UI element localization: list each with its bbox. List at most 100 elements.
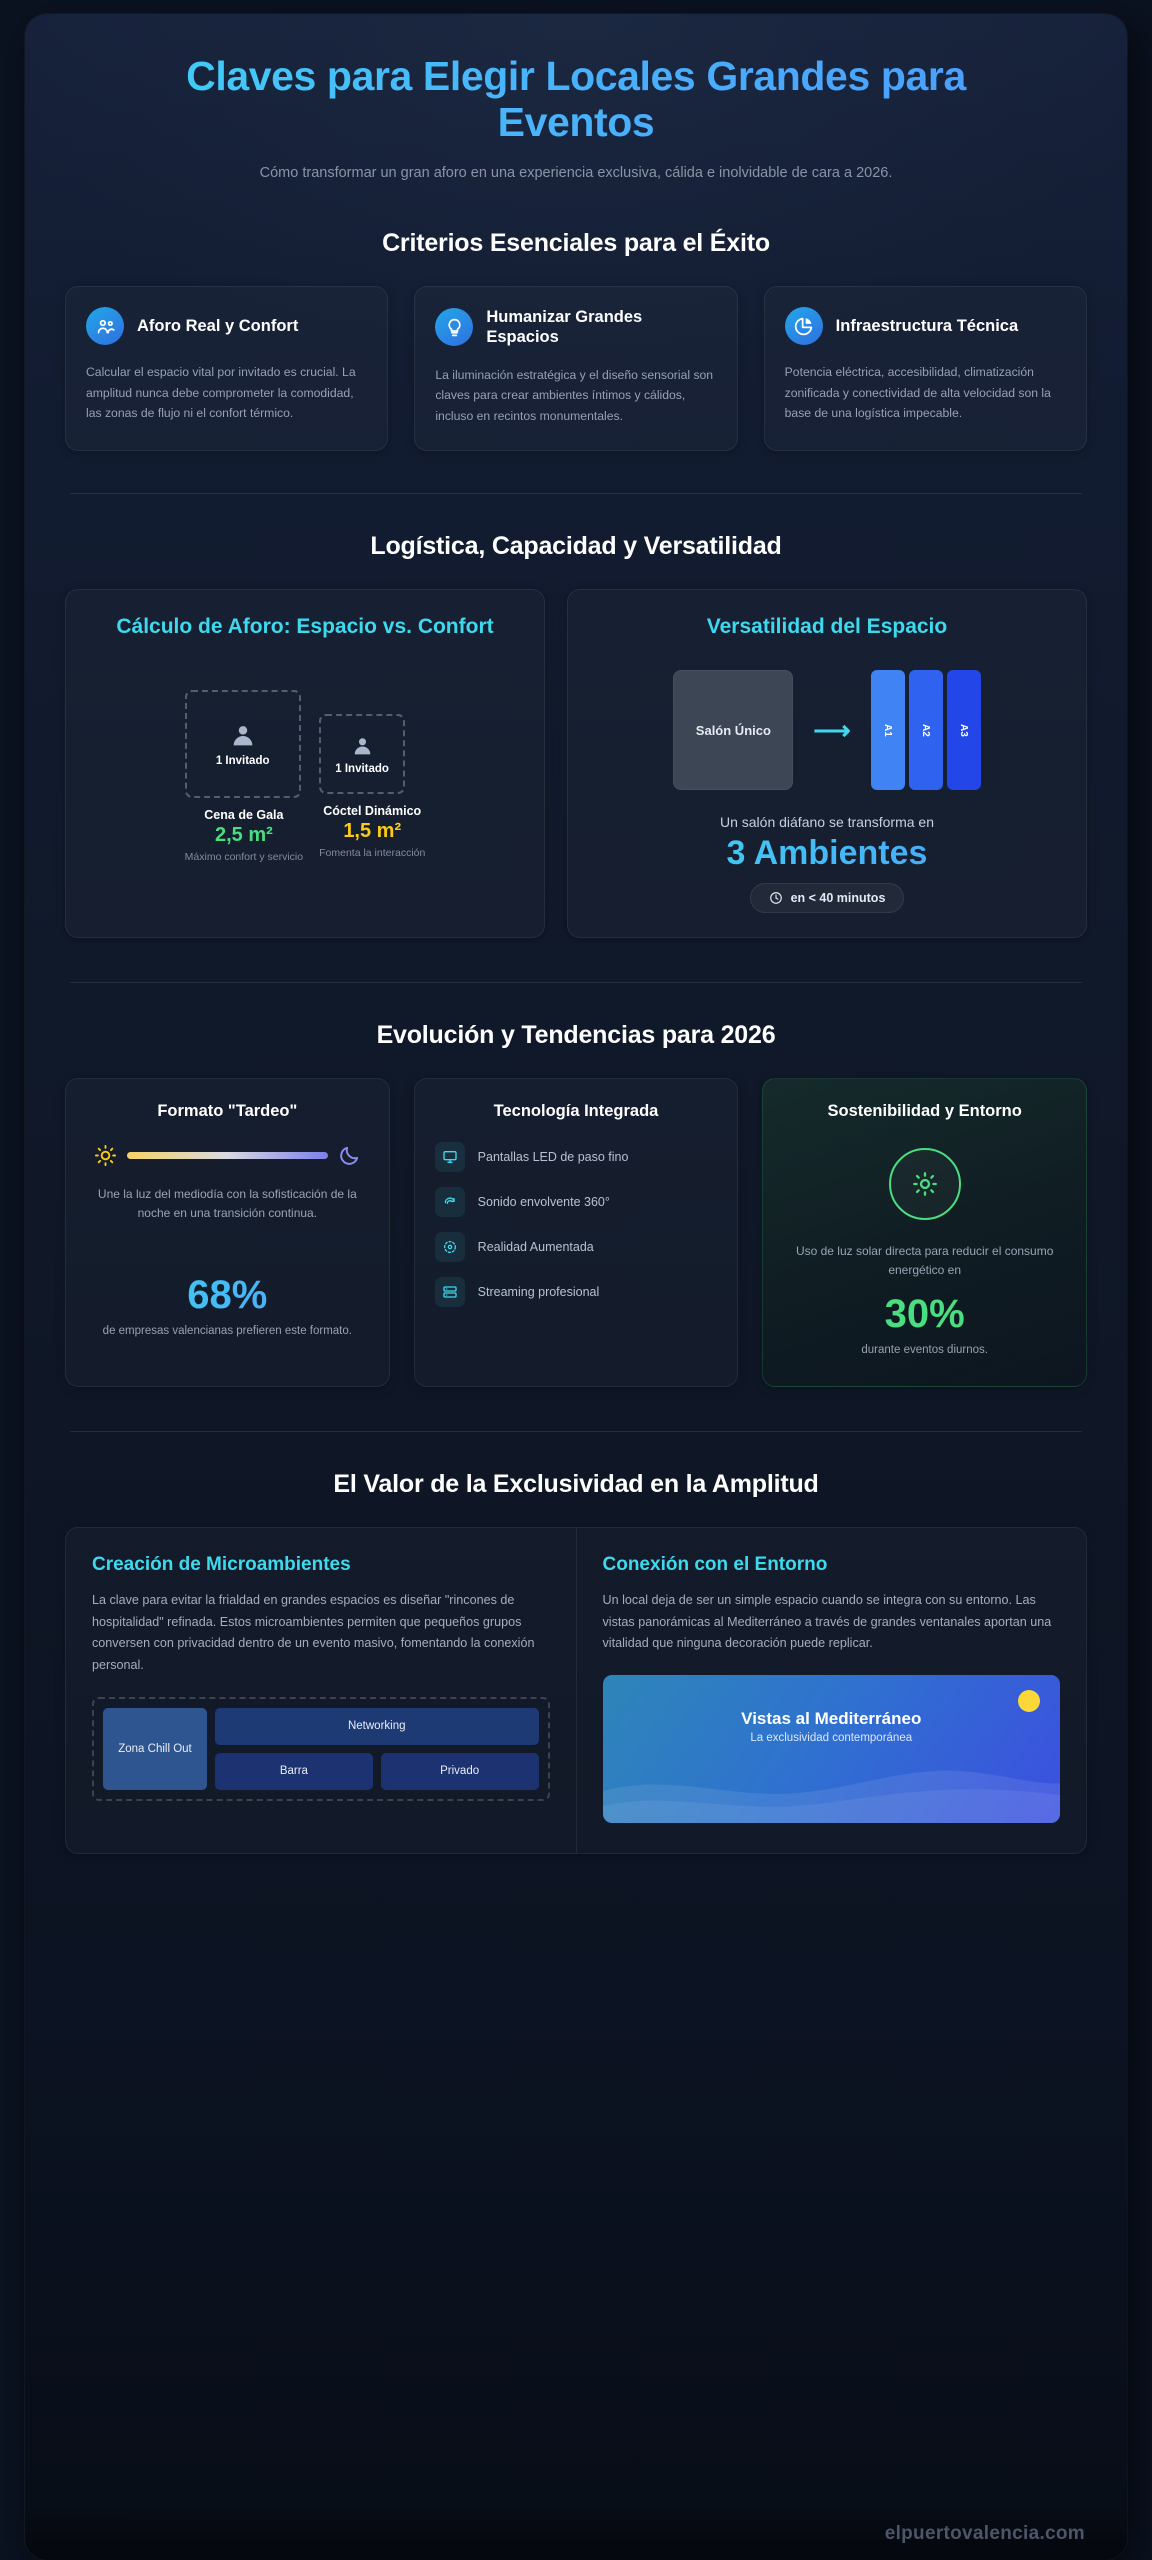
tech-item: Realidad Aumentada bbox=[434, 1231, 718, 1262]
people-group-icon bbox=[86, 307, 124, 346]
sound-wave-icon bbox=[434, 1186, 465, 1217]
room-split-group: A1 A2 A3 bbox=[870, 670, 981, 791]
aforo-value: 1,5 m² bbox=[343, 820, 402, 843]
trends-row: Formato "Tardeo" Une la luz del mediodía… bbox=[65, 1078, 1088, 1388]
trend-card-tardeo: Formato "Tardeo" Une la luz del mediodía… bbox=[65, 1078, 390, 1388]
exclusivity-title: Conexión con el Entorno bbox=[602, 1554, 828, 1576]
trend-card-sostenibilidad: Sostenibilidad y Entorno Uso de luz sola… bbox=[762, 1078, 1088, 1388]
augmented-reality-icon bbox=[434, 1231, 465, 1262]
trend-stat-note: de empresas valencianas prefieren este f… bbox=[102, 1325, 352, 1338]
mediterranean-subtitle: La exclusividad contemporánea bbox=[750, 1732, 913, 1745]
section-title-exclusividad: El Valor de la Exclusividad en la Amplit… bbox=[333, 1470, 819, 1499]
criteria-header: Humanizar Grandes Espacios bbox=[435, 307, 716, 347]
exclusivity-body: Un local deja de ser un simple espacio c… bbox=[602, 1593, 1052, 1651]
zone-chill-out: Zona Chill Out bbox=[103, 1707, 207, 1790]
criteria-body: Potencia eléctrica, accesibilidad, clima… bbox=[784, 365, 1051, 421]
versatility-time-pill: en < 40 minutos bbox=[749, 883, 905, 914]
criteria-card-aforo: Aforo Real y Confort Calcular el espacio… bbox=[65, 286, 389, 452]
microenvironments-diagram: Zona Chill Out Networking Barra Privado bbox=[92, 1696, 550, 1801]
day-night-gradient-bar bbox=[86, 1144, 369, 1167]
aforo-caption: Cóctel Dinámico 1,5 m² Fomenta la intera… bbox=[319, 804, 425, 859]
exclusivity-card: Creación de Microambientes La clave para… bbox=[65, 1527, 1087, 1855]
arrow-right-icon: ⟶ bbox=[813, 715, 851, 746]
trend-stat: 68% bbox=[86, 1275, 369, 1315]
aforo-item-cena: 1 Invitado Cena de Gala 2,5 m² Máximo co… bbox=[184, 690, 303, 863]
criteria-title: Aforo Real y Confort bbox=[137, 317, 299, 336]
tech-item: Pantallas LED de paso fino bbox=[434, 1141, 718, 1172]
versatility-time-label: en < 40 minutos bbox=[790, 891, 886, 906]
trend-title: Tecnología Integrada bbox=[493, 1102, 659, 1121]
room-box-a1: A1 bbox=[870, 670, 905, 791]
trend-stat: 30% bbox=[884, 1292, 965, 1337]
divider-1 bbox=[70, 493, 1082, 495]
versatility-diagram: Salón Único ⟶ A1 A2 A3 bbox=[590, 670, 1064, 791]
panel-versatilidad: Versatilidad del Espacio Salón Único ⟶ A… bbox=[567, 589, 1087, 939]
zone-group: Networking Barra Privado bbox=[215, 1707, 539, 1790]
infographic-sheet: Claves para Elegir Locales Grandes para … bbox=[25, 14, 1127, 2560]
guest-count-label: 1 Invitado bbox=[215, 755, 270, 768]
criteria-header: Infraestructura Técnica bbox=[784, 307, 1066, 346]
trend-body: Une la luz del mediodía con la sofistica… bbox=[97, 1186, 357, 1221]
exclusivity-col-entorno: Conexión con el Entorno Un local deja de… bbox=[575, 1528, 1087, 1854]
sun-circle-icon bbox=[888, 1147, 961, 1220]
zone-row: Barra Privado bbox=[215, 1752, 539, 1790]
tech-label: Sonido envolvente 360° bbox=[477, 1194, 610, 1209]
tech-label: Pantallas LED de paso fino bbox=[477, 1149, 629, 1164]
gradient-line bbox=[127, 1151, 328, 1159]
mediterranean-title: Vistas al Mediterráneo bbox=[741, 1709, 922, 1729]
tech-label: Streaming profesional bbox=[477, 1284, 600, 1299]
monitor-icon bbox=[434, 1141, 465, 1172]
guest-box-small: 1 Invitado bbox=[319, 714, 406, 795]
lightbulb-icon bbox=[435, 308, 474, 347]
moon-icon bbox=[339, 1146, 358, 1165]
wave-decoration bbox=[602, 1770, 1060, 1824]
tech-item: Streaming profesional bbox=[434, 1276, 718, 1307]
pie-chart-icon bbox=[784, 307, 823, 346]
panel-aforo: Cálculo de Aforo: Espacio vs. Confort 1 … bbox=[65, 589, 545, 939]
logistics-row: Cálculo de Aforo: Espacio vs. Confort 1 … bbox=[65, 589, 1087, 939]
criteria-card-infraestructura: Infraestructura Técnica Potencia eléctri… bbox=[763, 286, 1087, 452]
guest-count-label: 1 Invitado bbox=[335, 762, 389, 775]
clock-icon bbox=[769, 892, 782, 905]
person-icon bbox=[354, 738, 370, 755]
trend-stat-note: durante eventos diurnos. bbox=[861, 1344, 988, 1357]
person-icon bbox=[233, 726, 253, 746]
versatility-subtitle: Un salón diáfano se transforma en bbox=[719, 814, 934, 831]
criteria-body: La iluminación estratégica y el diseño s… bbox=[435, 367, 714, 423]
trend-card-tecnologia: Tecnología Integrada Pantallas LED de pa… bbox=[413, 1078, 739, 1388]
exclusivity-body: La clave para evitar la frialdad en gran… bbox=[92, 1593, 535, 1673]
salon-unico-box: Salón Único bbox=[673, 670, 794, 791]
exclusivity-col-microambientes: Creación de Microambientes La clave para… bbox=[66, 1528, 576, 1853]
tech-label: Realidad Aumentada bbox=[477, 1239, 594, 1254]
panel-title-versatilidad: Versatilidad del Espacio bbox=[706, 615, 948, 639]
zone-privado: Privado bbox=[380, 1752, 539, 1790]
criteria-body: Calcular el espacio vital por invitado e… bbox=[86, 365, 356, 421]
aforo-name: Cena de Gala bbox=[204, 808, 284, 823]
footer: elpuertovalencia.com bbox=[25, 2508, 1127, 2560]
page-subtitle: Cómo transformar un gran aforo en una ex… bbox=[259, 164, 893, 181]
section-title-evolucion: Evolución y Tendencias para 2026 bbox=[376, 1021, 776, 1050]
criteria-title: Infraestructura Técnica bbox=[835, 317, 1019, 336]
tech-item: Sonido envolvente 360° bbox=[434, 1186, 718, 1217]
mediterranean-view-card: Vistas al Mediterráneo La exclusividad c… bbox=[602, 1675, 1060, 1824]
aforo-caption: Cena de Gala 2,5 m² Máximo confort y ser… bbox=[185, 808, 303, 863]
divider-2 bbox=[70, 982, 1082, 984]
section-title-logistica: Logística, Capacidad y Versatilidad bbox=[370, 532, 782, 561]
sun-icon bbox=[94, 1144, 117, 1166]
hero-section: Claves para Elegir Locales Grandes para … bbox=[65, 14, 1087, 184]
room-box-a2: A2 bbox=[908, 670, 943, 791]
watermark-text: elpuertovalencia.com bbox=[884, 2523, 1085, 2544]
criteria-card-humanizar: Humanizar Grandes Espacios La iluminació… bbox=[414, 286, 738, 452]
panel-title-aforo: Cálculo de Aforo: Espacio vs. Confort bbox=[116, 615, 494, 639]
divider-3 bbox=[70, 1431, 1082, 1433]
aforo-comparison: 1 Invitado Cena de Gala 2,5 m² Máximo co… bbox=[88, 690, 522, 863]
zone-networking: Networking bbox=[215, 1707, 539, 1745]
criteria-title: Humanizar Grandes Espacios bbox=[486, 308, 643, 347]
aforo-value: 2,5 m² bbox=[214, 824, 273, 847]
tech-list: Pantallas LED de paso fino Sonido envolv… bbox=[434, 1141, 718, 1307]
aforo-name: Cóctel Dinámico bbox=[323, 804, 422, 819]
aforo-note: Máximo confort y servicio bbox=[184, 851, 304, 864]
trend-title: Sostenibilidad y Entorno bbox=[827, 1102, 1022, 1121]
room-box-a3: A3 bbox=[946, 670, 981, 791]
